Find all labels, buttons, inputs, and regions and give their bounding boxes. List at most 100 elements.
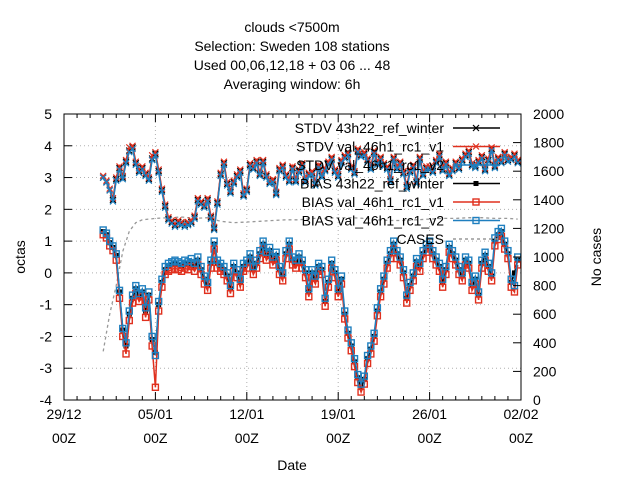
data-point <box>511 270 517 276</box>
marker-stroke <box>181 223 189 231</box>
data-point <box>272 248 280 256</box>
data-point <box>174 220 182 228</box>
data-point <box>487 269 496 277</box>
y-tick-label: -2 <box>40 328 53 344</box>
legend: STDV 43h22_ref_winter STDV val_46h1_rc1_v… <box>295 120 500 247</box>
data-point <box>213 201 221 208</box>
data-point <box>132 161 140 169</box>
y-tick-label: 0 <box>44 265 52 281</box>
data-point <box>181 223 189 231</box>
title-line-2: Selection: Sweden 108 stations <box>194 38 389 54</box>
y-tick-label: -3 <box>40 360 53 376</box>
marker-stroke <box>491 164 499 172</box>
marker-stroke <box>259 159 267 167</box>
data-point <box>233 266 241 274</box>
data-point <box>341 307 349 315</box>
data-point <box>223 182 231 189</box>
data-point <box>481 248 489 256</box>
data-point <box>99 172 107 180</box>
marker-stroke <box>449 167 456 175</box>
data-point <box>184 221 192 229</box>
legend-marker <box>472 124 480 132</box>
data-point <box>145 177 153 185</box>
data-point <box>282 174 290 181</box>
marker-stroke <box>227 190 234 197</box>
marker-stroke <box>266 180 274 188</box>
marker-stroke <box>112 177 120 185</box>
y2-tick-label: 200 <box>533 363 557 379</box>
data-point <box>148 342 156 350</box>
marker-stroke <box>377 156 385 164</box>
data-point <box>226 289 235 298</box>
data-point <box>272 191 280 199</box>
marker-stroke <box>204 197 212 205</box>
data-point <box>438 283 447 291</box>
data-point <box>504 158 512 166</box>
data-point <box>321 302 329 310</box>
marker-stroke <box>184 221 192 229</box>
marker-stroke <box>223 182 231 189</box>
data-point <box>357 153 365 161</box>
data-point <box>511 153 518 161</box>
series-2 <box>99 145 522 234</box>
data-point <box>403 291 411 299</box>
data-point <box>145 288 153 296</box>
data-point <box>337 272 346 280</box>
data-point <box>230 180 238 188</box>
data-point <box>465 256 473 264</box>
series-6 <box>102 216 518 352</box>
data-point <box>497 224 506 233</box>
data-point <box>324 161 332 169</box>
marker-stroke <box>155 169 163 177</box>
data-point <box>409 269 417 277</box>
x-tick-hour: 00Z <box>418 430 443 446</box>
y-axis-label: octas <box>12 240 28 273</box>
marker-stroke <box>367 166 375 174</box>
data-point <box>458 269 466 277</box>
marker-stroke <box>494 156 502 164</box>
data-point <box>416 259 424 268</box>
data-point <box>331 169 339 177</box>
data-point <box>197 262 205 271</box>
data-point <box>425 237 434 245</box>
marker-stroke <box>298 163 306 170</box>
data-point <box>259 159 267 167</box>
y2-tick-label: 400 <box>533 335 557 351</box>
data-point <box>403 299 411 307</box>
data-point <box>328 156 336 164</box>
marker-stroke <box>380 163 388 170</box>
data-point <box>474 296 483 304</box>
data-point <box>200 204 208 212</box>
data-point <box>484 259 493 268</box>
data-point <box>265 243 274 252</box>
data-point <box>226 281 235 290</box>
data-point <box>109 242 117 250</box>
marker-stroke <box>148 156 156 164</box>
data-point <box>308 170 316 178</box>
y2-tick-label: 800 <box>533 278 557 294</box>
data-point <box>122 350 130 358</box>
marker-stroke <box>413 180 420 188</box>
data-point <box>481 167 489 175</box>
data-point <box>324 283 333 291</box>
data-point <box>429 169 437 177</box>
x-tick-date: 12/01 <box>229 406 264 422</box>
data-point <box>119 324 127 333</box>
data-point <box>487 277 496 285</box>
data-point <box>419 172 427 180</box>
marker-stroke <box>351 170 358 178</box>
data-point <box>449 167 456 175</box>
marker-stroke <box>393 166 401 174</box>
legend-marker <box>472 143 480 150</box>
marker-stroke <box>151 151 159 159</box>
marker-stroke <box>249 166 257 174</box>
marker-stroke <box>240 193 247 201</box>
marker-stroke <box>406 169 414 177</box>
data-point <box>438 275 447 283</box>
data-point <box>285 237 293 245</box>
title-line-1: clouds <7500m <box>244 19 339 35</box>
data-point <box>413 180 420 188</box>
marker-stroke <box>472 143 480 150</box>
data-point <box>357 388 365 396</box>
marker-stroke <box>272 191 280 199</box>
